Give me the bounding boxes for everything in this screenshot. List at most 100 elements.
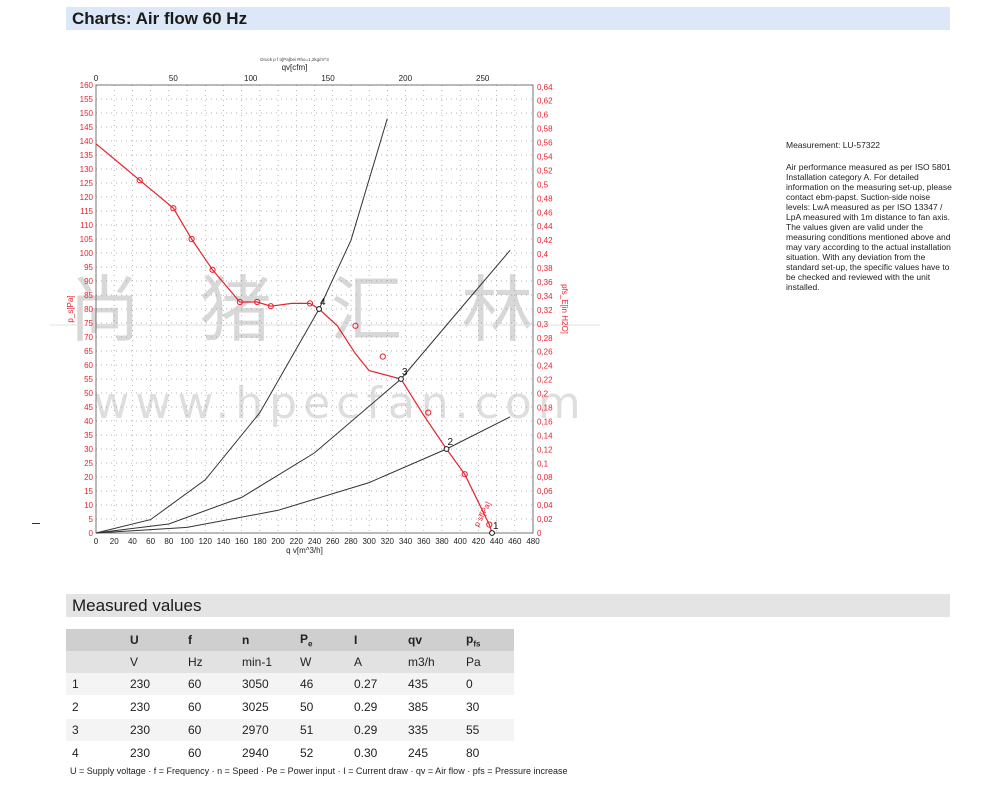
table-cell: 0.29 bbox=[348, 695, 402, 719]
unit-cell bbox=[66, 651, 124, 673]
y2-tick-label: 0,38 bbox=[537, 264, 553, 273]
chart-section-header: Charts: Air flow 60 Hz bbox=[66, 7, 950, 30]
operating-point-4 bbox=[316, 306, 322, 312]
table-row: 1 230 60 3050 46 0.27 435 0 bbox=[66, 673, 514, 696]
table-cell: 3 bbox=[66, 718, 124, 742]
unit-cell: Hz bbox=[182, 651, 236, 673]
operating-point-label: 2 bbox=[448, 437, 454, 448]
fan-curve-marker bbox=[352, 322, 359, 329]
table-cell: 30 bbox=[460, 695, 514, 719]
operating-point-label: 3 bbox=[402, 367, 408, 378]
table-cell: 2970 bbox=[236, 718, 294, 742]
header-cell-index bbox=[66, 629, 124, 651]
y-tick-label: 20 bbox=[84, 473, 93, 482]
header-cell-speed: n bbox=[236, 629, 294, 651]
y-tick-label: 125 bbox=[80, 179, 94, 188]
fan-curve-marker bbox=[461, 471, 468, 478]
y2-tick-label: 0,42 bbox=[537, 236, 553, 245]
table-cell: 60 bbox=[182, 741, 236, 765]
fan-curve-marker bbox=[236, 298, 243, 306]
y2-tick-label: 0,48 bbox=[537, 194, 553, 203]
y-tick-label: 10 bbox=[84, 501, 93, 510]
header-label: I bbox=[354, 633, 358, 647]
table-cell: 60 bbox=[182, 695, 236, 719]
y2-tick-label: 0,08 bbox=[537, 473, 553, 482]
x-tick-label: 120 bbox=[199, 537, 213, 546]
header-cell-power: Pe bbox=[294, 629, 348, 651]
x-tick-label: 20 bbox=[110, 537, 119, 546]
x2-tick-label: 150 bbox=[321, 74, 335, 83]
header-label: qv bbox=[408, 633, 423, 647]
measurement-notes: Air performance measured as per ISO 5801… bbox=[786, 162, 952, 292]
table-cell: 230 bbox=[124, 741, 182, 765]
table-units-row: V Hz min-1 W A m3/h Pa bbox=[66, 651, 514, 673]
y-tick-label: 120 bbox=[80, 193, 94, 202]
fan-curve-marker bbox=[254, 298, 261, 306]
x-axis-label: q v[m^3/h] bbox=[286, 546, 323, 555]
y2-tick-label: 0,5 bbox=[537, 180, 549, 189]
table-cell: 335 bbox=[402, 718, 460, 742]
margin-dash bbox=[32, 523, 40, 524]
y2-tick-label: 0,26 bbox=[537, 348, 553, 357]
x-tick-label: 380 bbox=[435, 537, 449, 546]
unit-cell: m3/h bbox=[402, 651, 460, 673]
y-tick-label: 15 bbox=[84, 487, 93, 496]
table-cell: 50 bbox=[294, 695, 348, 719]
system-curve-4 bbox=[95, 118, 388, 534]
x-tick-label: 240 bbox=[308, 537, 322, 546]
header-subscript: fs bbox=[473, 639, 481, 649]
table-cell: 3050 bbox=[236, 673, 294, 696]
y2-tick-label: 0,28 bbox=[537, 334, 553, 343]
y-tick-label: 85 bbox=[84, 291, 93, 300]
y-tick-label: 115 bbox=[80, 207, 93, 216]
x-tick-label: 0 bbox=[94, 537, 99, 546]
table-cell: 0 bbox=[460, 673, 514, 696]
fan-curve-marker bbox=[379, 353, 386, 360]
table-cell: 0.30 bbox=[348, 741, 402, 765]
y-tick-label: 35 bbox=[84, 431, 93, 440]
x2-tick-label: 50 bbox=[169, 74, 178, 83]
y-tick-label: 65 bbox=[84, 347, 93, 356]
header-cell-current: I bbox=[348, 629, 402, 651]
table-row: 3 230 60 2970 51 0.29 335 55 bbox=[66, 718, 514, 742]
y-tick-label: 60 bbox=[84, 361, 93, 370]
x2-tick-label: 200 bbox=[399, 74, 413, 83]
table-cell: 51 bbox=[294, 718, 348, 742]
y2-tick-label: 0,14 bbox=[537, 431, 553, 440]
chart-caption: Druck p f ü[Pa]bei Rho=1,2kg/m^3 bbox=[260, 57, 329, 62]
x-tick-label: 440 bbox=[490, 537, 504, 546]
y-tick-label: 160 bbox=[80, 81, 94, 90]
x2-tick-label: 100 bbox=[244, 74, 258, 83]
fan-curve-marker bbox=[425, 409, 432, 416]
table-cell: 2 bbox=[66, 695, 124, 719]
table-cell: 0.27 bbox=[348, 673, 402, 696]
y2-tick-label: 0,32 bbox=[537, 306, 553, 315]
fan-curve-marker bbox=[306, 300, 314, 307]
y-tick-label: 50 bbox=[84, 389, 93, 398]
unit-cell: Pa bbox=[460, 651, 514, 673]
y2-tick-label: 0,1 bbox=[537, 459, 549, 468]
y2-tick-label: 0,24 bbox=[537, 362, 553, 371]
x-tick-label: 320 bbox=[381, 537, 395, 546]
y-tick-label: 140 bbox=[80, 137, 94, 146]
y2-tick-label: 0,54 bbox=[537, 153, 553, 162]
y-tick-label: 55 bbox=[84, 375, 93, 384]
y-tick-label: 5 bbox=[89, 515, 94, 524]
header-cell-voltage: U bbox=[124, 629, 182, 651]
x-tick-label: 60 bbox=[146, 537, 155, 546]
y2-tick-label: 0,46 bbox=[537, 208, 553, 217]
y-tick-label: 30 bbox=[84, 445, 93, 454]
fan-curve-marker bbox=[188, 235, 195, 243]
header-label: n bbox=[242, 633, 250, 647]
y-tick-label: 0 bbox=[89, 529, 94, 538]
y2-tick-label: 0,16 bbox=[537, 417, 553, 426]
y-tick-label: 40 bbox=[84, 417, 93, 426]
table-cell: 4 bbox=[66, 741, 124, 765]
y2-tick-label: 0,56 bbox=[537, 139, 553, 148]
table-cell: 0.29 bbox=[348, 718, 402, 742]
y2-tick-label: 0,4 bbox=[537, 250, 549, 259]
y2-tick-label: 0,44 bbox=[537, 222, 553, 231]
x-tick-label: 180 bbox=[253, 537, 267, 546]
operating-point-label: 4 bbox=[320, 297, 326, 308]
x-tick-label: 100 bbox=[180, 537, 194, 546]
